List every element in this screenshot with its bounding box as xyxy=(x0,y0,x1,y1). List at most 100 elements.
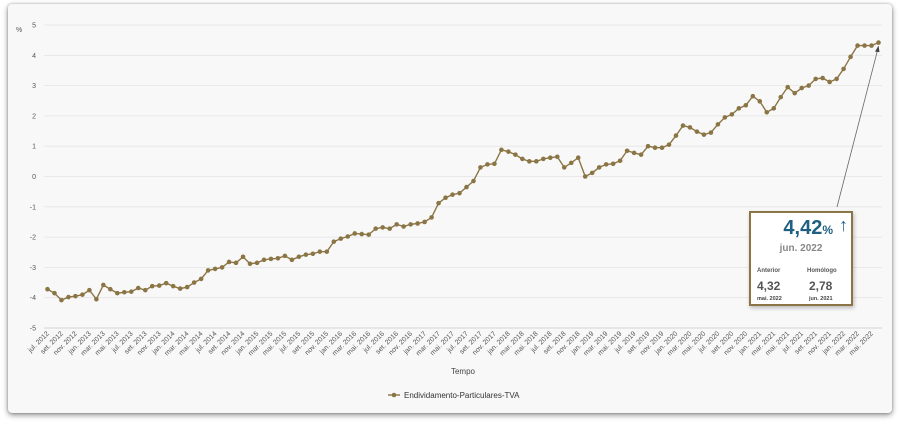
data-point xyxy=(652,145,658,151)
data-point xyxy=(589,170,595,176)
data-point xyxy=(820,75,825,81)
data-point xyxy=(373,226,379,231)
data-point xyxy=(464,184,469,190)
data-point xyxy=(436,200,441,206)
data-point xyxy=(792,90,798,96)
data-point xyxy=(729,112,735,117)
data-point xyxy=(177,286,183,291)
data-point xyxy=(527,159,532,164)
data-point xyxy=(128,289,134,294)
data-point xyxy=(764,109,770,115)
callout-leader-arrowhead xyxy=(875,45,880,53)
y-tick-label: 2 xyxy=(32,113,36,120)
data-point xyxy=(352,231,358,236)
data-point xyxy=(45,286,50,292)
data-point xyxy=(813,76,818,82)
y-tick-label: 3 xyxy=(32,83,36,90)
data-point xyxy=(101,282,106,288)
data-point xyxy=(219,265,225,270)
data-point xyxy=(701,132,707,137)
data-point xyxy=(142,287,148,293)
data-point xyxy=(163,280,169,286)
data-point xyxy=(310,251,316,257)
data-point xyxy=(317,249,323,254)
previous-date: mai. 2022 xyxy=(757,296,782,302)
data-point xyxy=(122,289,127,295)
data-point xyxy=(485,162,490,167)
data-point xyxy=(324,249,330,254)
data-point xyxy=(645,143,651,149)
data-point xyxy=(450,192,455,197)
data-point xyxy=(547,155,553,161)
data-point xyxy=(170,283,176,289)
data-point xyxy=(694,129,700,134)
data-point xyxy=(94,296,99,302)
data-point xyxy=(115,290,120,296)
data-point xyxy=(673,133,679,138)
data-point xyxy=(408,222,413,227)
data-point xyxy=(834,76,839,82)
y-tick-label: 0 xyxy=(32,174,36,181)
homologous-date: jun. 2021 xyxy=(809,296,833,302)
data-point xyxy=(345,234,351,239)
data-point xyxy=(603,162,609,167)
data-point xyxy=(750,93,756,99)
data-point xyxy=(680,123,686,128)
data-point xyxy=(513,152,518,157)
data-point xyxy=(492,161,497,167)
data-point xyxy=(869,43,874,48)
data-point xyxy=(876,40,881,45)
data-point xyxy=(506,149,511,154)
data-point xyxy=(394,222,399,227)
data-point xyxy=(226,259,232,265)
data-point xyxy=(59,297,64,303)
previous-label: Anterior xyxy=(757,268,781,274)
data-point xyxy=(254,260,260,266)
x-axis-title: Tempo xyxy=(451,367,476,376)
data-point xyxy=(73,293,78,299)
data-point xyxy=(275,256,281,261)
data-point xyxy=(366,232,372,237)
y-tick-label: 4 xyxy=(32,53,36,60)
data-point xyxy=(596,165,602,170)
data-point xyxy=(387,226,392,231)
arrow-up-icon: ↑ xyxy=(839,215,848,235)
data-point xyxy=(457,190,462,196)
data-point xyxy=(806,83,811,88)
data-point xyxy=(561,165,567,170)
data-point xyxy=(282,253,288,259)
data-point xyxy=(422,219,427,225)
y-tick-label: -2 xyxy=(30,235,36,242)
data-point xyxy=(149,283,155,289)
data-point xyxy=(289,257,295,263)
data-point xyxy=(708,130,714,135)
data-point xyxy=(296,254,302,260)
data-point xyxy=(778,94,784,100)
data-point xyxy=(666,142,672,147)
data-point xyxy=(80,292,85,297)
data-point xyxy=(184,284,190,290)
data-point xyxy=(848,54,853,60)
data-point xyxy=(568,160,574,166)
y-tick-label: -3 xyxy=(30,265,36,272)
data-point xyxy=(771,106,777,111)
y-tick-label: 1 xyxy=(32,144,36,151)
data-point xyxy=(624,148,630,154)
data-point xyxy=(722,115,728,120)
data-point xyxy=(575,155,581,161)
chart-panel: -5 -4 -3 -2 -1 0 1 2 3 4 5% jul. 2012 set. 2012 nov. … xyxy=(8,4,892,413)
data-point xyxy=(268,256,274,262)
callout-leader-line xyxy=(836,46,879,208)
legend-label: Endividamento-Particulares-TVA xyxy=(404,391,520,400)
data-point xyxy=(827,79,832,85)
data-point xyxy=(443,195,448,201)
data-point xyxy=(687,125,693,130)
data-point xyxy=(631,150,637,156)
data-point xyxy=(541,156,546,162)
data-point xyxy=(52,290,57,296)
data-point xyxy=(610,161,616,167)
data-point xyxy=(415,221,420,226)
data-point xyxy=(212,266,218,272)
data-point xyxy=(736,106,742,111)
